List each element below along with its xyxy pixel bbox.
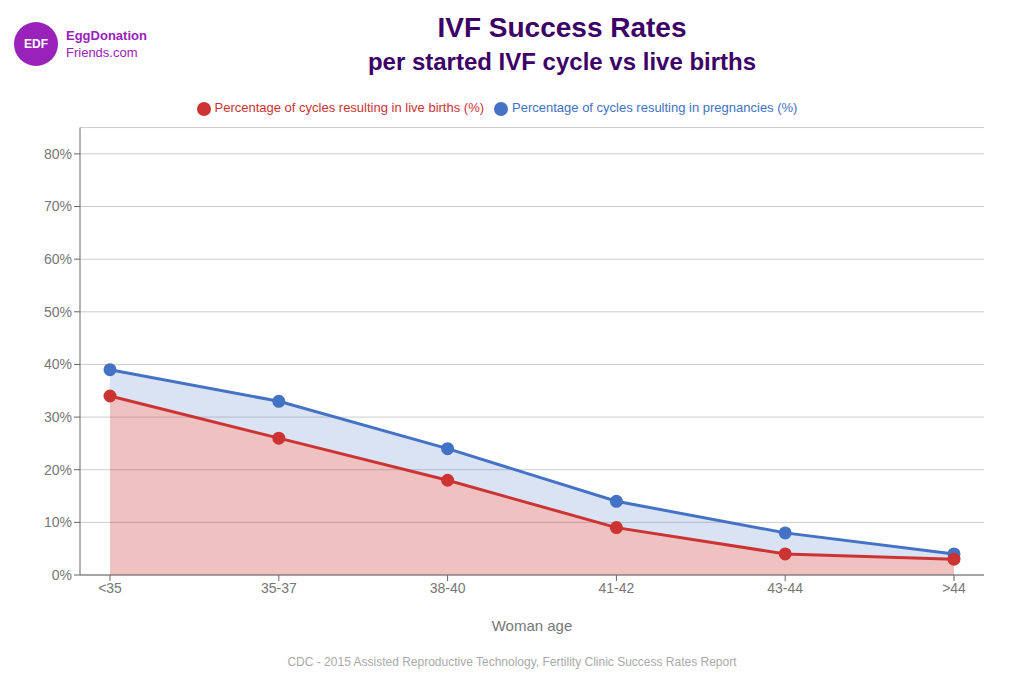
svg-text:38-40: 38-40 — [430, 580, 466, 596]
svg-text:35-37: 35-37 — [261, 580, 297, 596]
svg-text:40%: 40% — [44, 356, 72, 372]
svg-text:43-44: 43-44 — [767, 580, 803, 596]
svg-text:60%: 60% — [44, 251, 72, 267]
svg-text:70%: 70% — [44, 198, 72, 214]
html-text:EggDonation: EggDonation — [66, 28, 147, 43]
html-text:per started IVF cycle vs live: per started IVF cycle vs live births — [367, 48, 757, 75]
html-text:Percentage of cycles resulting: Percentage of cycles resulting in pregna… — [512, 100, 798, 115]
html-text:Friends.com: Friends.com — [66, 45, 138, 60]
html-text:EDF: EDF — [24, 37, 48, 51]
html-text:IVF Success Rates: IVF Success Rates — [437, 12, 687, 43]
svg-text:>44: >44 — [942, 580, 966, 596]
html-text:Percentage of cycles resulting: Percentage of cycles resulting in live b… — [214, 100, 484, 115]
svg-text:0%: 0% — [52, 567, 72, 583]
svg-text:30%: 30% — [44, 409, 72, 425]
svg-text:Woman age: Woman age — [492, 617, 573, 634]
svg-text:50%: 50% — [44, 304, 72, 320]
svg-text:80%: 80% — [44, 146, 72, 162]
svg-text:10%: 10% — [44, 514, 72, 530]
svg-text:<35: <35 — [98, 580, 122, 596]
svg-text:41-42: 41-42 — [598, 580, 634, 596]
html-text:CDC - 2015 Assisted Reproducti: CDC - 2015 Assisted Reproductive Technol… — [287, 655, 737, 669]
svg-text:20%: 20% — [44, 462, 72, 478]
